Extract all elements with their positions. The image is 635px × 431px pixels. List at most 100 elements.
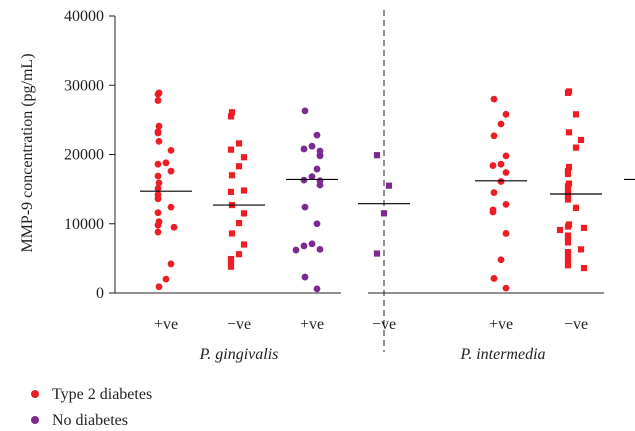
data-point <box>227 113 235 120</box>
data-point <box>316 245 324 253</box>
category-label: +ve <box>154 316 178 333</box>
axes <box>114 10 604 352</box>
data-point <box>154 185 162 192</box>
data-point <box>235 219 243 227</box>
data-point <box>502 110 510 118</box>
data-point <box>497 178 505 185</box>
data-point <box>313 165 321 173</box>
data-point <box>167 167 175 175</box>
data-point <box>227 146 235 153</box>
data-point <box>564 191 572 198</box>
category-label: +ve <box>300 316 324 333</box>
data-point <box>300 242 308 250</box>
data-point <box>564 89 572 96</box>
data-point <box>154 228 162 236</box>
data-point <box>380 210 388 217</box>
data-point <box>572 111 580 118</box>
data-point <box>301 107 309 115</box>
data-point <box>235 251 243 258</box>
data-point <box>301 273 309 281</box>
legend-label-no-diabetes: No diabetes <box>52 412 128 429</box>
data-marks <box>154 88 588 293</box>
data-point <box>240 241 248 248</box>
data-point <box>228 109 236 116</box>
data-point <box>564 253 572 261</box>
data-point <box>580 264 588 272</box>
data-point <box>155 179 163 187</box>
data-point <box>167 146 175 154</box>
legend: Type 2 diabetes No diabetes <box>31 386 152 429</box>
data-point <box>167 203 175 211</box>
data-point <box>490 132 498 140</box>
data-point <box>227 188 235 195</box>
data-point <box>162 275 170 283</box>
mean-lines <box>140 178 635 206</box>
data-point <box>154 209 162 217</box>
y-tick-label: 30000 <box>64 77 104 94</box>
data-point <box>564 196 572 203</box>
category-label: −ve <box>372 316 396 333</box>
data-point <box>155 137 163 145</box>
y-axis-title: MMP-9 concentration (pg/mL) <box>19 53 36 252</box>
data-point <box>497 160 505 168</box>
data-point <box>240 154 248 161</box>
data-point <box>154 97 162 104</box>
data-point <box>227 263 235 270</box>
legend-swatch-no-diabetes <box>31 416 39 424</box>
data-point <box>240 187 248 194</box>
data-point <box>228 172 236 179</box>
data-point <box>228 230 236 237</box>
data-point <box>502 200 510 208</box>
data-point <box>502 284 510 292</box>
data-point <box>308 173 316 181</box>
data-point <box>155 122 163 130</box>
legend-swatch-type-2-diabetes <box>31 390 39 398</box>
data-point <box>235 140 243 147</box>
data-point <box>154 129 162 137</box>
group-labels: P. gingivalis P. intermedia <box>199 346 546 363</box>
data-point <box>502 152 510 160</box>
data-point <box>313 131 321 139</box>
category-label: −ve <box>564 316 588 333</box>
group-label: P. intermedia <box>459 346 545 363</box>
data-point <box>564 249 572 256</box>
category-label: −ve <box>227 316 251 333</box>
data-point <box>292 246 300 254</box>
data-point <box>502 169 510 176</box>
data-point <box>167 260 175 268</box>
data-point <box>308 142 316 150</box>
data-point <box>301 203 309 211</box>
data-point <box>154 90 162 98</box>
y-axis-ticks: 0 10000 20000 30000 40000 <box>64 8 115 302</box>
data-point <box>300 176 308 184</box>
data-point <box>577 136 585 144</box>
data-point <box>154 221 162 229</box>
data-point <box>497 120 505 128</box>
legend-label-type-2-diabetes: Type 2 diabetes <box>52 386 152 403</box>
data-point <box>489 208 497 216</box>
data-point <box>154 172 162 180</box>
data-point <box>489 162 497 169</box>
data-point <box>240 210 248 217</box>
data-point <box>154 195 162 203</box>
data-point <box>580 224 588 232</box>
data-point <box>564 187 572 194</box>
data-point <box>565 163 573 171</box>
data-point <box>564 170 572 177</box>
data-point <box>235 163 243 170</box>
category-labels: +ve−ve+ve−ve+ve−ve+ve−ve <box>154 316 588 333</box>
data-point <box>300 145 308 153</box>
data-point <box>490 189 498 196</box>
y-tick-label: 0 <box>96 285 104 302</box>
data-point <box>316 152 324 160</box>
data-point <box>497 256 505 264</box>
data-point <box>316 181 324 189</box>
data-point <box>564 262 572 269</box>
data-point <box>385 182 393 189</box>
data-point <box>572 204 580 211</box>
data-point <box>564 183 572 190</box>
data-point <box>565 129 573 136</box>
data-point <box>162 159 170 167</box>
data-point <box>572 144 580 151</box>
